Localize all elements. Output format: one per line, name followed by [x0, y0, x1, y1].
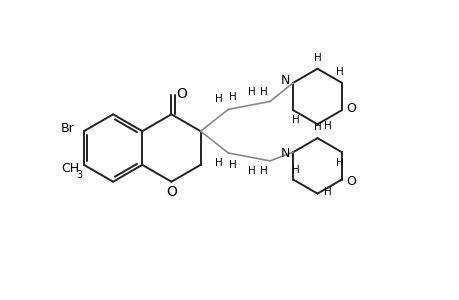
Text: H: H	[313, 122, 321, 132]
Text: H: H	[214, 158, 222, 168]
Text: H: H	[248, 86, 256, 97]
Text: O: O	[175, 86, 186, 100]
Text: Br: Br	[61, 122, 75, 135]
Text: H: H	[260, 86, 267, 97]
Text: O: O	[166, 184, 177, 199]
Text: H: H	[260, 166, 267, 176]
Text: H: H	[229, 92, 237, 103]
Text: H: H	[214, 94, 222, 104]
Text: N: N	[280, 148, 290, 160]
Text: H: H	[335, 158, 343, 168]
Text: H: H	[323, 187, 330, 196]
Text: H: H	[291, 115, 299, 125]
Text: H: H	[335, 67, 343, 77]
Text: O: O	[346, 102, 356, 115]
Text: H: H	[248, 166, 256, 176]
Text: H: H	[323, 121, 330, 131]
Text: 3: 3	[76, 170, 82, 180]
Text: CH: CH	[61, 162, 79, 175]
Text: H: H	[313, 53, 321, 63]
Text: H: H	[229, 160, 237, 170]
Text: N: N	[280, 74, 290, 87]
Text: O: O	[346, 175, 356, 188]
Text: H: H	[291, 165, 299, 175]
